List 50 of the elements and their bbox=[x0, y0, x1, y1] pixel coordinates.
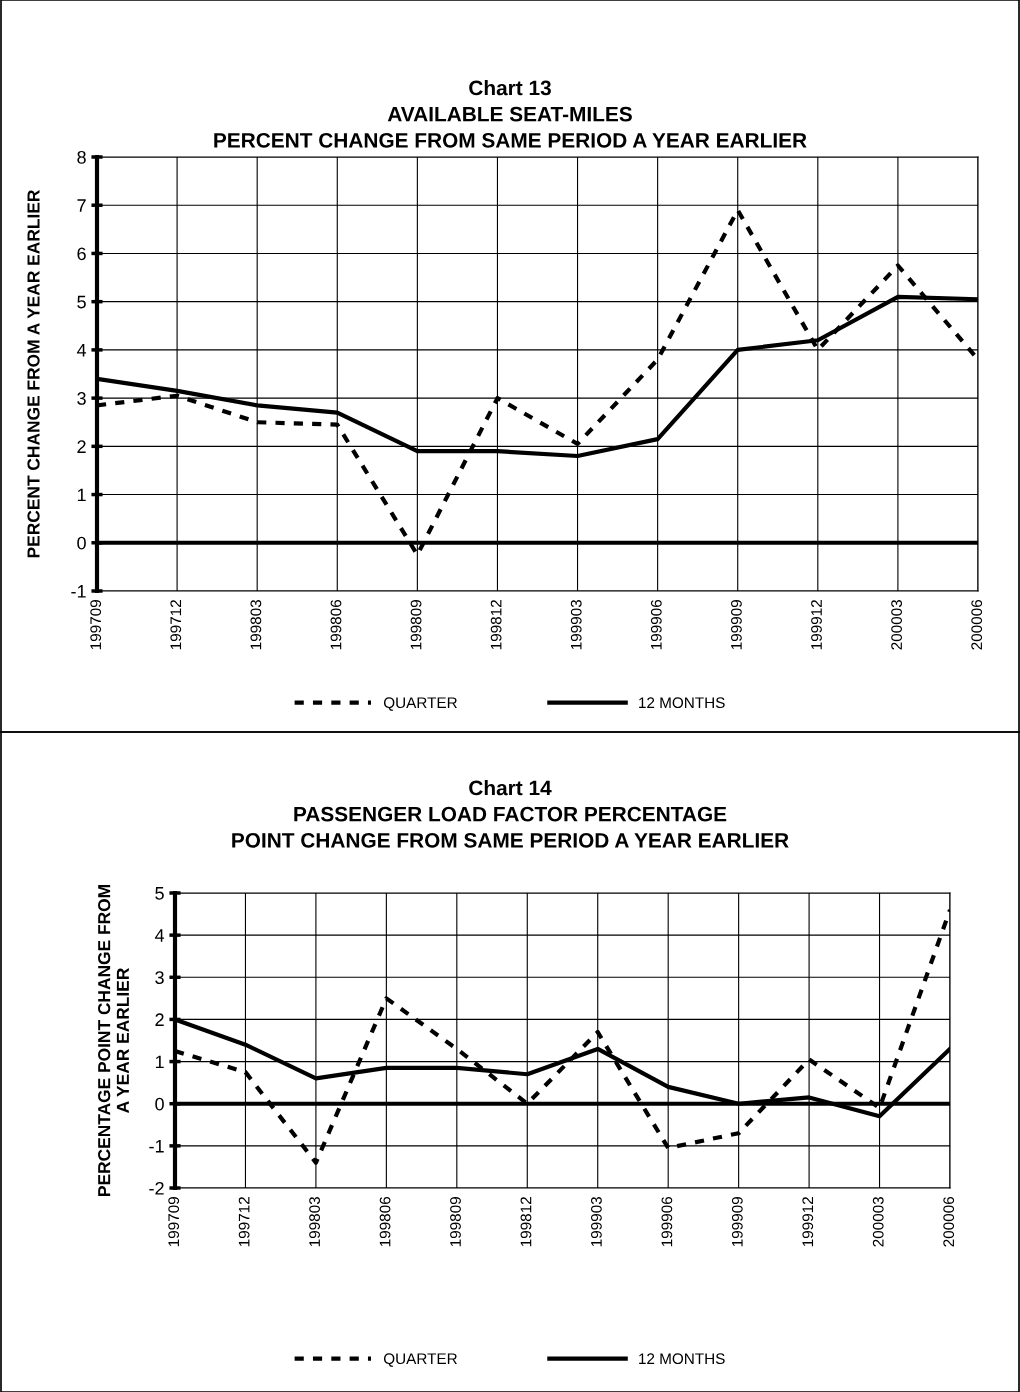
y-tick-label: 2 bbox=[155, 1013, 164, 1026]
y-tick-label: -1 bbox=[71, 585, 86, 598]
y-tick-label: 7 bbox=[77, 199, 86, 212]
y-tick-label: 3 bbox=[77, 392, 86, 405]
x-tick-label: 199712 bbox=[170, 600, 182, 650]
x-tick-label: 199709 bbox=[168, 1197, 180, 1247]
x-tick-label: 199809 bbox=[410, 600, 422, 650]
chart-title: Chart 13 AVAILABLE SEAT-MILES PERCENT CHANGE FROM SAME PERIOD A YEAR EARLIER bbox=[214, 80, 807, 148]
x-tick-label: 200003 bbox=[872, 1197, 884, 1247]
x-tick-label: 199803 bbox=[309, 1197, 321, 1247]
x-tick-label: 200006 bbox=[971, 600, 983, 650]
legend-label: 12 MONTHS bbox=[639, 697, 725, 709]
x-tick-label: 199906 bbox=[650, 600, 662, 650]
x-tick-label: 200006 bbox=[943, 1197, 955, 1247]
y-tick-label: -2 bbox=[149, 1181, 164, 1195]
y-tick-label: 5 bbox=[155, 887, 164, 900]
x-tick-label: 199709 bbox=[90, 600, 102, 650]
x-tick-label: 199812 bbox=[520, 1197, 532, 1247]
legend-label: QUARTER bbox=[383, 697, 457, 711]
chart-title: Chart 14 PASSENGER LOAD FACTOR PERCENTAGE POINT CHANGE FROM SAME PERIOD A YEAR EARLIER bbox=[232, 780, 789, 848]
x-tick-label: 199912 bbox=[802, 1197, 814, 1247]
x-tick-label: 199809 bbox=[450, 1197, 461, 1247]
legend-label: QUARTER bbox=[383, 1353, 457, 1367]
x-tick-label: 199806 bbox=[330, 600, 342, 650]
x-tick-label: 200003 bbox=[891, 600, 903, 650]
y-tick-label: 0 bbox=[155, 1097, 164, 1111]
y-tick-label: 8 bbox=[77, 150, 86, 164]
x-tick-label: 199803 bbox=[250, 600, 262, 650]
y-tick-label: -1 bbox=[149, 1139, 164, 1153]
y-tick-label: 4 bbox=[154, 929, 165, 942]
y-tick-label: 1 bbox=[155, 1055, 164, 1069]
x-tick-label: 199712 bbox=[238, 1197, 250, 1247]
y-tick-label: 2 bbox=[77, 440, 86, 453]
y-tick-label: 0 bbox=[77, 536, 86, 550]
x-tick-label: 199909 bbox=[731, 1197, 743, 1247]
x-tick-label: 199912 bbox=[811, 600, 822, 650]
legend-label: 12 MONTHS bbox=[639, 1353, 725, 1365]
y-tick-label: 4 bbox=[76, 344, 87, 357]
y-tick-label: 3 bbox=[155, 971, 164, 985]
y-tick-label: 5 bbox=[77, 295, 86, 309]
y-axis-title: PERCENTAGE POINT CHANGE FROM A YEAR EARLIER bbox=[98, 885, 129, 1196]
x-tick-label: 199806 bbox=[379, 1197, 391, 1247]
y-tick-label: 1 bbox=[77, 488, 86, 502]
x-tick-label: 199903 bbox=[591, 1197, 602, 1247]
x-tick-label: 199909 bbox=[731, 600, 742, 650]
x-tick-label: 199812 bbox=[490, 600, 502, 650]
y-axis-title: PERCENT CHANGE FROM A YEAR EARLIER bbox=[27, 189, 40, 558]
y-tick-label: 6 bbox=[77, 247, 86, 261]
x-tick-label: 199903 bbox=[570, 600, 582, 650]
x-tick-label: 199906 bbox=[661, 1197, 673, 1247]
